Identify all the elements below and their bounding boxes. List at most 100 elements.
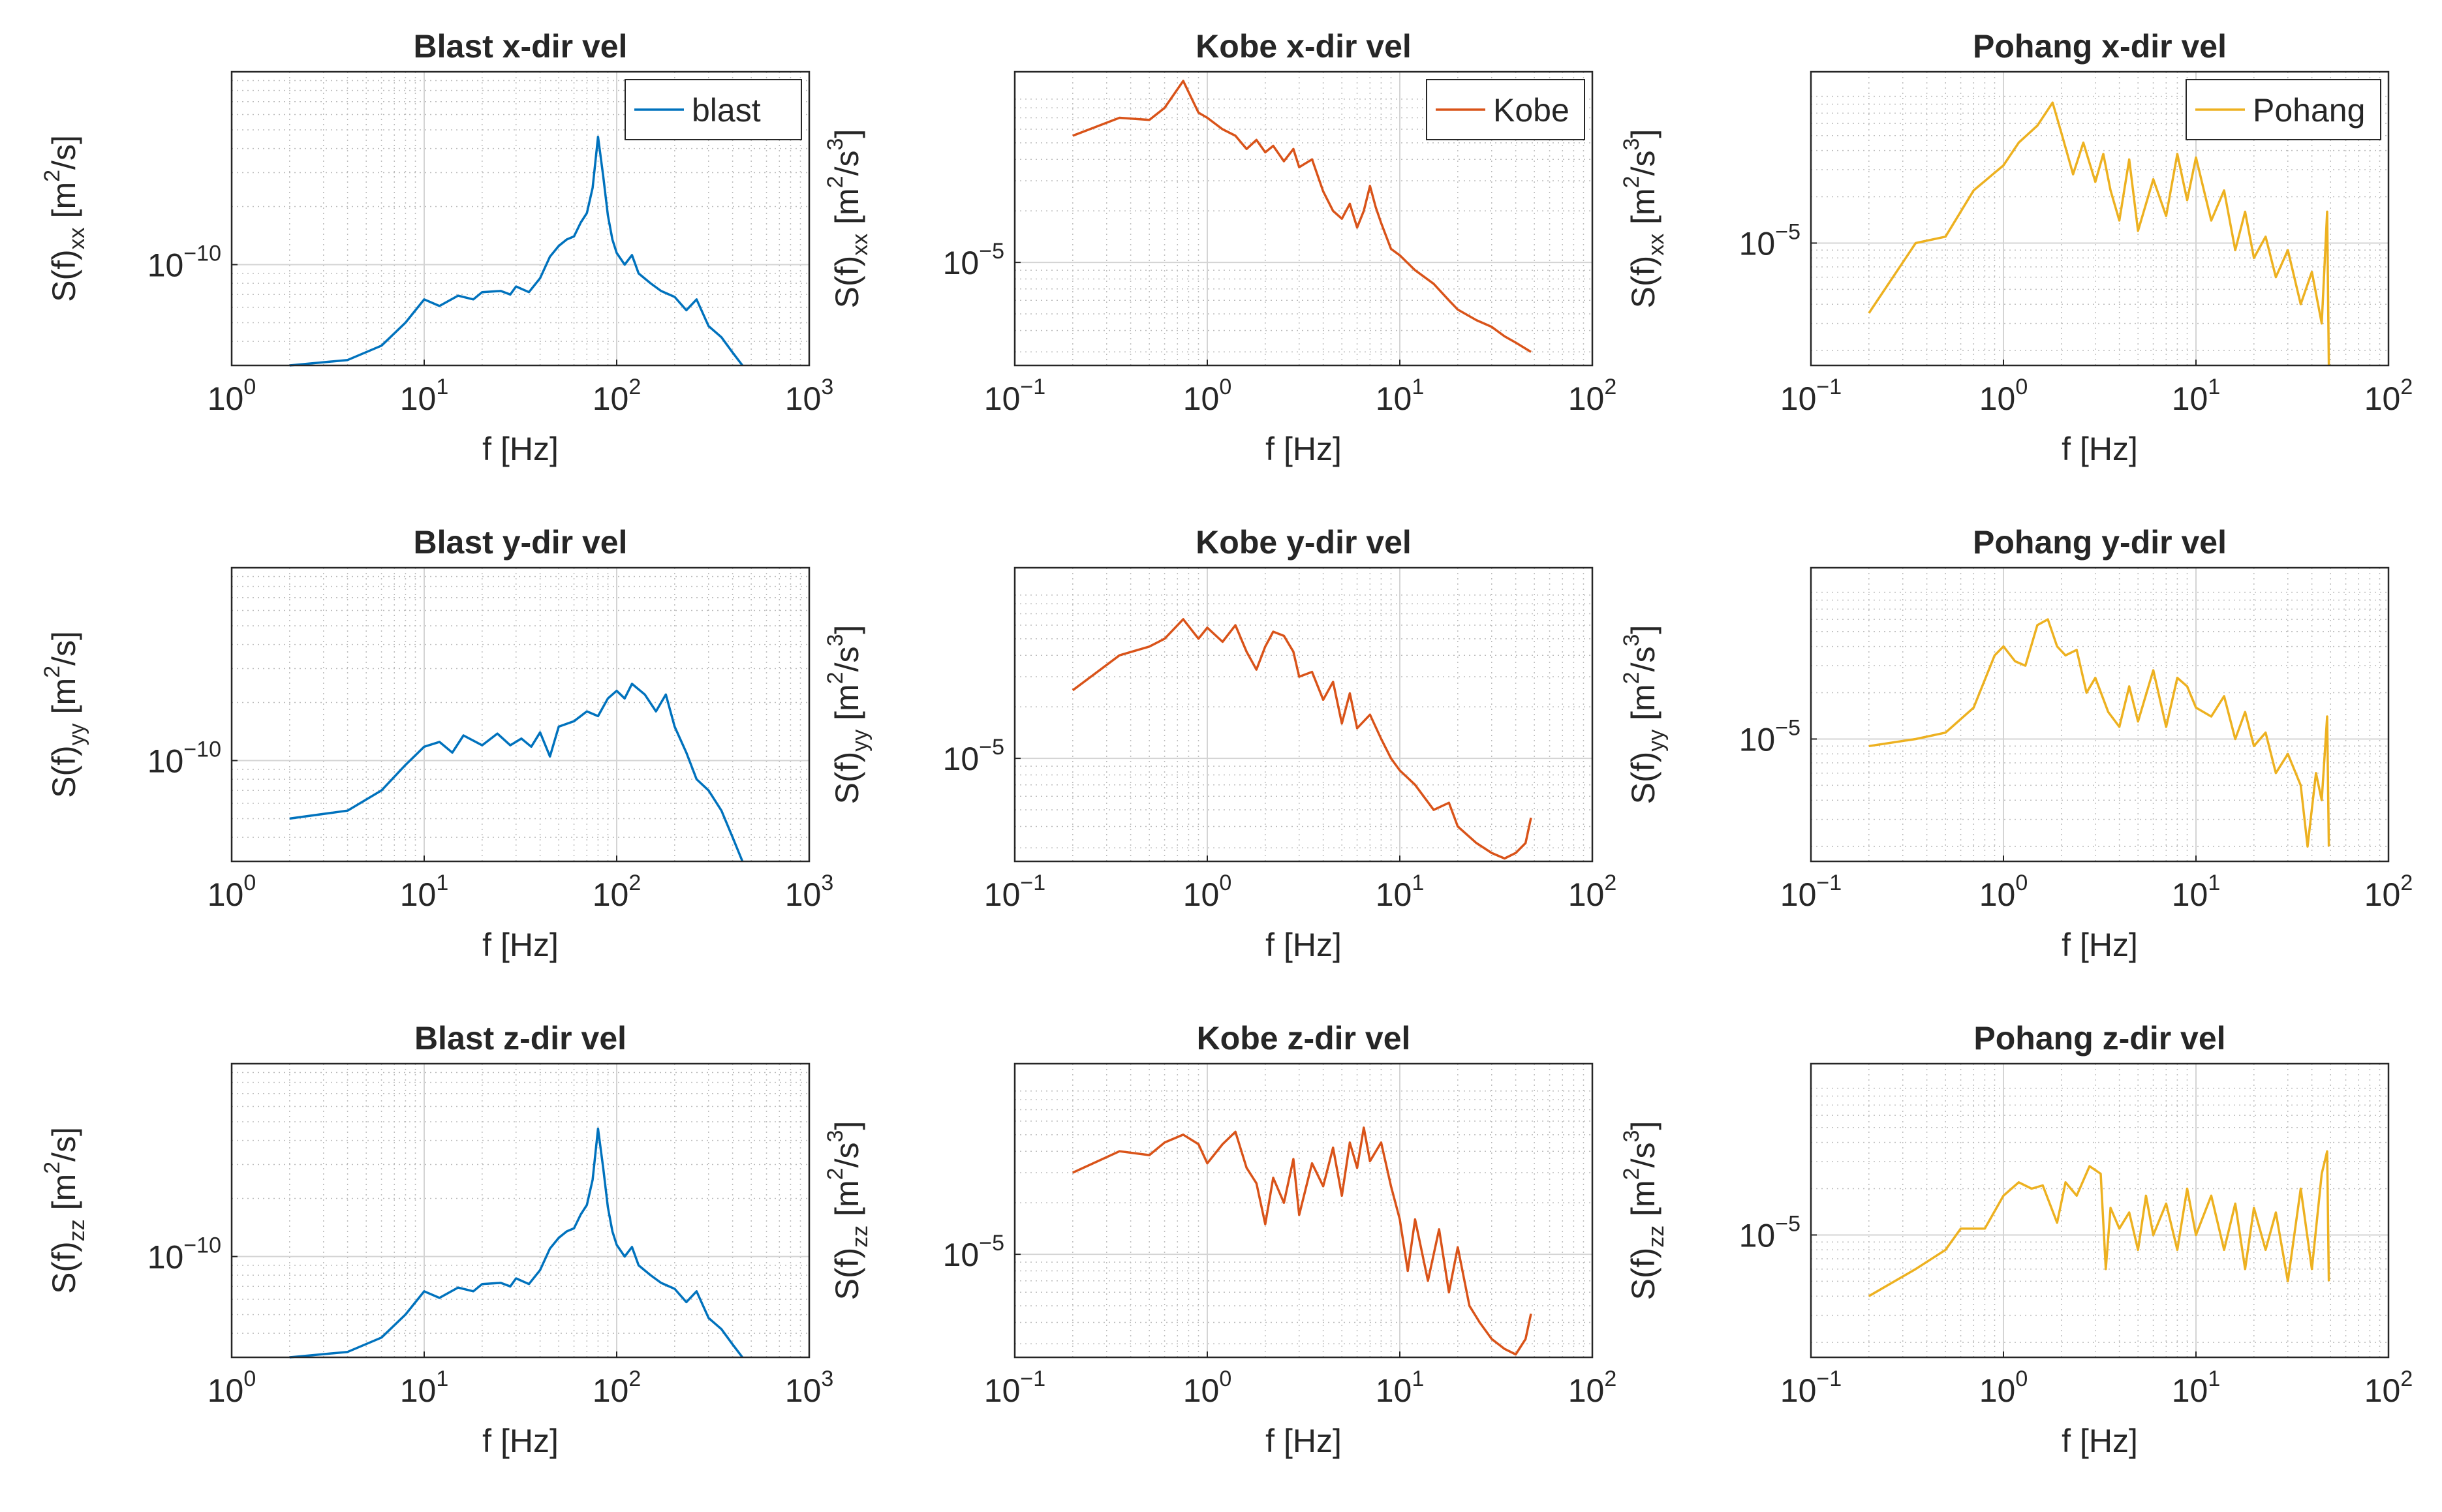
x-axis-label: f [Hz]	[1265, 431, 1342, 467]
x-tick-base: 10	[208, 1372, 244, 1409]
y-tick-label: 10−5	[943, 1231, 1004, 1273]
y-tick-base: 10	[1739, 225, 1776, 262]
x-tick-base: 10	[984, 380, 1021, 417]
axes-background	[1015, 568, 1592, 861]
y-tick-exp: −5	[1775, 715, 1801, 740]
x-tick-base: 10	[2172, 876, 2208, 913]
x-tick-base: 10	[593, 1372, 629, 1409]
axes-box	[230, 566, 811, 863]
series-line-1	[289, 683, 744, 862]
y-tick-base: 10	[147, 247, 184, 283]
x-tick-label: 100	[1183, 1366, 1232, 1409]
x-tick-base: 10	[984, 876, 1021, 913]
axes-background	[1015, 1064, 1592, 1357]
axes-box	[1013, 70, 1594, 367]
chart-title: Kobe z-dir vel	[1197, 1020, 1411, 1057]
y-label-main: S(f)	[46, 1241, 82, 1294]
chart-title: Pohang y-dir vel	[1973, 524, 2227, 561]
x-tick-exp: 2	[1604, 375, 1616, 399]
series-line-1	[289, 135, 744, 367]
x-tick-base: 10	[2364, 380, 2401, 417]
x-tick-base: 10	[2364, 876, 2401, 913]
x-tick-base: 10	[1780, 1372, 1817, 1409]
x-tick-base: 10	[1376, 1372, 1412, 1409]
legend: Kobe	[1426, 79, 1585, 140]
y-axis-label: S(f)zz [m2/s]	[40, 1127, 89, 1294]
x-tick-label: 101	[1376, 375, 1425, 417]
grid-lines	[1811, 568, 2388, 861]
y-tick-label: 10−5	[1739, 1211, 1801, 1254]
y-label-close-bracket: ]	[829, 1121, 865, 1130]
y-label-unit-tail: /s	[829, 647, 865, 672]
y-axis-label: S(f)yy [m2/s3]	[1619, 625, 1669, 805]
x-tick-exp: 1	[436, 1366, 448, 1391]
x-tick-exp: 0	[2015, 375, 2028, 399]
x-axis-label: f [Hz]	[2062, 431, 2138, 467]
y-label-main: S(f)	[829, 1248, 865, 1301]
x-tick-exp: 0	[243, 871, 256, 895]
y-label-close-bracket: ]	[829, 129, 865, 138]
x-tick-label: 100	[208, 375, 256, 417]
y-label-main: S(f)	[1625, 1248, 1661, 1301]
y-tick-base: 10	[1739, 721, 1776, 758]
series-line-1	[1868, 1150, 2330, 1297]
y-label-unit: [m	[1625, 684, 1661, 729]
x-tick-label: 10−1	[984, 871, 1045, 913]
x-tick-exp: 2	[628, 375, 641, 399]
x-tick-exp: 2	[2400, 1366, 2413, 1391]
x-tick-label: 101	[2172, 1366, 2221, 1409]
x-tick-label: 10−1	[984, 1366, 1045, 1409]
y-tick-base: 10	[943, 741, 980, 777]
series-line-1	[1868, 101, 2330, 366]
axes-box	[230, 1062, 811, 1359]
x-tick-base: 10	[785, 876, 822, 913]
x-tick-base: 10	[400, 876, 437, 913]
y-tick-label: 10−5	[943, 239, 1004, 281]
x-tick-exp: 3	[821, 871, 833, 895]
y-label-unit: [m	[46, 182, 82, 227]
axes-background	[1811, 1064, 2388, 1357]
y-axis-label: S(f)xx [m2/s]	[40, 135, 89, 302]
x-tick-exp: −1	[1816, 871, 1842, 895]
x-tick-base: 10	[785, 380, 822, 417]
x-tick-exp: 0	[2015, 871, 2028, 895]
y-tick-exp: −5	[979, 239, 1004, 264]
x-tick-label: 100	[1979, 1366, 2028, 1409]
x-tick-base: 10	[1979, 380, 2016, 417]
axes-box	[230, 70, 811, 367]
x-tick-exp: 0	[1219, 375, 1231, 399]
y-label-superscript-2: 3	[823, 634, 848, 647]
x-tick-label: 101	[2172, 871, 2221, 913]
series-line-1	[1868, 618, 2330, 848]
x-tick-label: 101	[400, 871, 449, 913]
y-label-unit-tail: /s	[829, 151, 865, 176]
x-tick-exp: 0	[243, 1366, 256, 1391]
x-tick-exp: 1	[2208, 375, 2220, 399]
axes-box	[1810, 1062, 2390, 1359]
x-axis-label: f [Hz]	[482, 1423, 559, 1459]
y-label-superscript: 2	[40, 666, 65, 678]
x-tick-label: 100	[1979, 375, 2028, 417]
axes-background	[1811, 568, 2388, 861]
grid-lines	[232, 568, 809, 861]
y-label-close-bracket: ]	[1625, 1121, 1661, 1130]
y-axis-label: S(f)zz [m2/s3]	[1619, 1121, 1669, 1301]
y-label-unit-tail: /s	[1625, 151, 1661, 176]
x-tick-label: 100	[208, 871, 256, 913]
y-tick-base: 10	[147, 1239, 184, 1275]
x-tick-exp: 2	[628, 871, 641, 895]
chart-title: Pohang x-dir vel	[1973, 28, 2227, 65]
y-label-superscript-2: 3	[823, 1130, 848, 1143]
x-tick-label: 102	[593, 871, 641, 913]
x-tick-exp: −1	[1020, 1366, 1045, 1391]
y-label-unit-tail: /s	[1625, 1143, 1661, 1168]
y-label-subscript: zz	[848, 1226, 873, 1248]
axes-box	[1013, 1062, 1594, 1359]
x-tick-label: 10−1	[1780, 375, 1842, 417]
y-axis-label: S(f)xx [m2/s3]	[1619, 129, 1669, 309]
